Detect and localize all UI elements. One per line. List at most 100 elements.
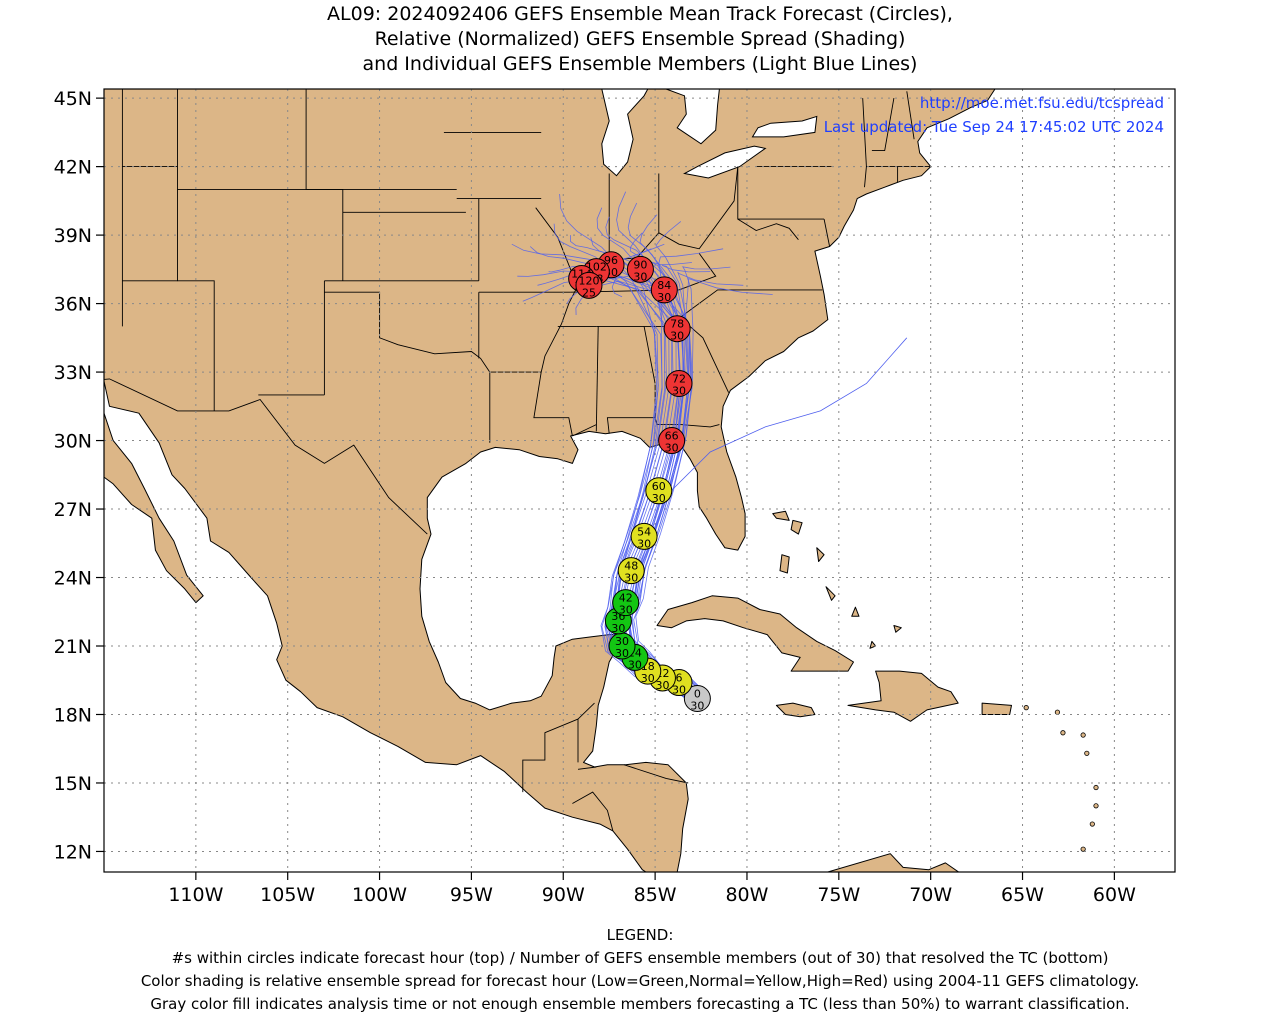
member-count-label: 30 xyxy=(672,384,686,397)
lat-label: 24N xyxy=(54,568,92,590)
lake-ontario xyxy=(751,115,818,138)
track-circle xyxy=(683,685,711,713)
border-line xyxy=(572,424,597,437)
legend-line-1: #s within circles indicate forecast hour… xyxy=(171,949,1109,967)
member-count-label: 30 xyxy=(633,270,647,283)
lat-label: 27N xyxy=(54,499,92,521)
border-line xyxy=(658,166,739,250)
great-lakes xyxy=(563,89,818,179)
border-line xyxy=(533,372,573,437)
source-url[interactable]: http://moe.met.fsu.edu/tcspread xyxy=(920,94,1164,112)
member-track-outlier xyxy=(664,337,908,498)
lon-label: 65W xyxy=(1001,884,1044,906)
land-antilles-island xyxy=(1089,821,1095,827)
forecast-hour-label: 96 xyxy=(604,254,618,267)
last-updated: Last updated: Tue Sep 24 17:45:02 UTC 20… xyxy=(824,118,1164,136)
forecast-hour-label: 78 xyxy=(670,318,684,331)
member-count-label: 30 xyxy=(672,684,686,697)
member-track xyxy=(570,235,694,705)
land-jamaica xyxy=(775,702,816,718)
forecast-hour-label: 84 xyxy=(657,279,671,292)
border-line xyxy=(871,98,895,152)
member-count-label: 30 xyxy=(628,658,642,671)
land-antilles-island xyxy=(1093,803,1099,809)
member-count-label: 30 xyxy=(665,442,679,455)
member-count-label: 30 xyxy=(652,492,666,505)
land-bahamas-island xyxy=(779,554,790,574)
latitude-labels: 45N 42N 39N 36N 33N 30N 27N 24N 21N 18N 15N 12N xyxy=(54,88,92,863)
land-antilles-island xyxy=(1054,709,1061,715)
map-content: 0306301230183024303030363042304830543060… xyxy=(104,89,1175,872)
lon-label: 60W xyxy=(1093,884,1136,906)
axis-ticks xyxy=(96,97,1115,880)
land-antilles-island xyxy=(1084,750,1090,756)
mean-track-circles: 0306301230183024303030363042304830543060… xyxy=(568,251,711,713)
border-line xyxy=(678,253,717,291)
forecast-hour-label: 90 xyxy=(633,258,647,271)
lat-label: 45N xyxy=(54,88,92,110)
forecast-hour-label: 54 xyxy=(637,525,651,538)
legend-line-3: Gray color fill indicates analysis time … xyxy=(150,995,1130,1013)
border-line xyxy=(522,718,579,793)
track-circle xyxy=(645,477,673,505)
track-circle xyxy=(665,369,693,397)
forecast-hour-label: 120 xyxy=(578,274,599,287)
land-bahamas-island xyxy=(825,586,836,601)
land-antilles-island xyxy=(1093,784,1099,791)
member-count-label: 30 xyxy=(615,647,629,660)
lon-label: 90W xyxy=(542,884,585,906)
legend: LEGEND: #s within circles indicate forec… xyxy=(0,924,1280,1016)
border-line xyxy=(572,791,614,832)
land-bahamas-island xyxy=(893,625,902,633)
track-circle xyxy=(630,522,658,550)
lat-label: 21N xyxy=(54,636,92,658)
legend-line-2: Color shading is relative ensemble sprea… xyxy=(140,972,1140,990)
track-circle xyxy=(626,255,654,283)
track-circle xyxy=(575,271,603,299)
land-antilles-island xyxy=(1060,730,1066,736)
track-circle xyxy=(658,427,686,455)
member-count-label: 25 xyxy=(582,286,596,299)
land-bahamas-island xyxy=(772,510,790,521)
land-hispaniola xyxy=(847,670,959,722)
border-line xyxy=(906,91,915,140)
lat-label: 42N xyxy=(54,157,92,179)
lat-label: 30N xyxy=(54,431,92,453)
land-bahamas-island xyxy=(816,547,825,562)
forecast-hour-label: 6 xyxy=(675,672,682,685)
land-bahamas-island xyxy=(851,606,860,617)
land-bahamas-island xyxy=(869,640,877,649)
lon-label: 75W xyxy=(817,884,860,906)
lat-label: 36N xyxy=(54,294,92,316)
land-antilles-island xyxy=(1080,846,1086,852)
forecast-hour-label: 42 xyxy=(619,592,633,605)
lon-label: 85W xyxy=(634,884,677,906)
land-puerto-rico xyxy=(981,702,1012,715)
member-count-label: 30 xyxy=(611,622,625,635)
lat-lon-grid xyxy=(104,89,1175,872)
forecast-hour-label: 66 xyxy=(665,430,679,443)
lat-label: 15N xyxy=(54,773,92,795)
lake-michigan xyxy=(601,89,649,177)
track-circle xyxy=(650,276,678,304)
member-count-label: 30 xyxy=(641,672,655,685)
land-baja xyxy=(104,412,204,604)
track-circle xyxy=(612,589,640,617)
land-south-america xyxy=(827,853,1175,872)
forecast-hour-label: 72 xyxy=(672,372,686,385)
track-circle xyxy=(617,557,645,585)
border-line xyxy=(737,218,799,240)
lon-label: 95W xyxy=(450,884,493,906)
border-line xyxy=(823,219,831,247)
lon-label: 100W xyxy=(352,884,407,906)
member-count-label: 30 xyxy=(670,330,684,343)
member-count-label: 30 xyxy=(637,537,651,550)
